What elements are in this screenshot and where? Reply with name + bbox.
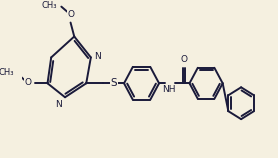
Text: O: O <box>180 55 187 64</box>
Text: CH₃: CH₃ <box>0 68 14 77</box>
Text: O: O <box>25 78 32 87</box>
Text: CH₃: CH₃ <box>41 1 57 10</box>
Text: S: S <box>111 78 117 88</box>
Text: O: O <box>68 10 75 19</box>
Text: N: N <box>95 52 101 61</box>
Text: NH: NH <box>162 85 176 94</box>
Text: N: N <box>56 100 62 109</box>
